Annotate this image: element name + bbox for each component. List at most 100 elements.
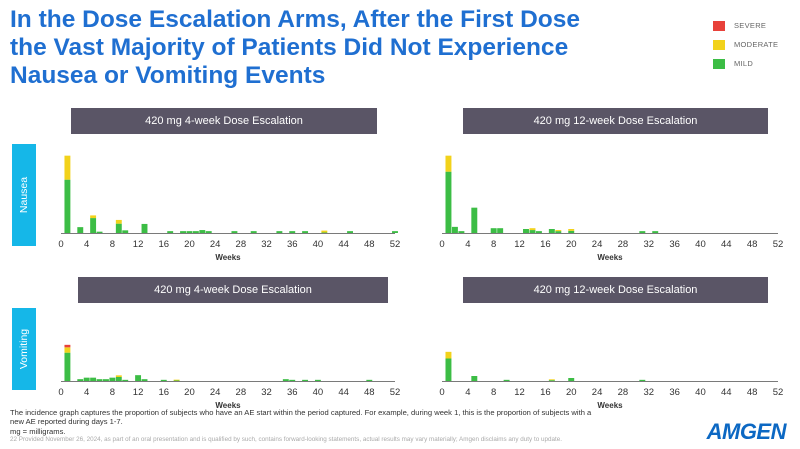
nausea_12wk-bar-week-33-mild [652,231,659,233]
vomiting_12wk-xtick-4: 4 [465,387,470,398]
row-label-vomiting: Vomiting [12,308,36,390]
panel-title-vomiting-12wk: 420 mg 12-week Dose Escalation [463,277,768,303]
nausea_12wk-bar-week-9-mild [497,228,504,233]
vomiting_4wk-xtick-0: 0 [58,387,63,398]
vomiting_4wk-bar-week-7-mild [103,379,109,381]
vomiting_12wk-xlabel: Weeks [597,401,623,410]
nausea_12wk-bar-week-17-mild [548,229,555,233]
nausea_12wk-xlabel: Weeks [597,253,623,262]
nausea_4wk-xtick-24: 24 [210,239,221,250]
footnote: The incidence graph captures the proport… [10,408,700,436]
nausea_4wk-bar-week-30-mild [250,231,257,233]
nausea_12wk-xtick-24: 24 [592,239,603,250]
vomiting_4wk-xtick-4: 4 [84,387,89,398]
nausea_12wk-bar-week-3-mild [458,231,465,233]
nausea_4wk-bar-week-41-moderate [321,230,328,233]
nausea_4wk-bar-week-10-mild [122,230,129,233]
nausea_12wk-bar-week-14-mild [529,230,536,233]
vomiting_12wk-bar-week-1-mild [445,358,452,381]
legend-swatch-severe [713,20,725,31]
nausea_4wk-xtick-36: 36 [287,239,298,250]
vomiting_4wk-bar-week-38-mild [302,379,309,381]
title-line-1: In the Dose Escalation Arms, After the F… [10,6,580,33]
nausea_4wk-xtick-40: 40 [313,239,324,250]
vomiting_4wk-xtick-8: 8 [110,387,115,398]
vomiting_4wk-bar-week-18-moderate [173,379,180,381]
vomiting_4wk-bar-week-1-moderate [64,347,71,353]
nausea_4wk-bar-week-27-mild [231,231,238,233]
vomiting_4wk-bar-week-9-moderate [115,375,122,377]
vomiting_12wk-xtick-24: 24 [592,387,603,398]
nausea_4wk-bar-week-5-mild [90,218,97,233]
nausea_4wk-bar-week-17-mild [167,231,174,233]
nausea_4wk-xtick-28: 28 [236,239,247,250]
vomiting_12wk-xtick-44: 44 [721,387,732,398]
vomiting_12wk-bar-week-10-mild [503,379,510,381]
nausea_4wk-xtick-52: 52 [390,239,401,250]
vomiting_4wk-xtick-40: 40 [313,387,324,398]
panel-title-vomiting-4wk: 420 mg 4-week Dose Escalation [78,277,388,303]
legend-item-severe: SEVERE [713,16,778,35]
nausea_4wk-bar-week-9-moderate [115,219,122,224]
nausea_4wk-xtick-32: 32 [261,239,272,250]
nausea_4wk-xtick-44: 44 [338,239,349,250]
footnote-line-1: The incidence graph captures the proport… [10,408,592,417]
nausea_4wk-xtick-4: 4 [84,239,89,250]
nausea_12wk-xtick-32: 32 [643,239,654,250]
disclaimer: 22 Provided November 26, 2024, as part o… [10,436,562,443]
legend-label-moderate: MODERATE [734,40,779,49]
nausea_4wk-bar-week-38-mild [302,231,309,233]
vomiting_4wk-bar-week-40-mild [314,379,321,381]
nausea_4wk-bar-week-21-mild [192,231,199,233]
legend-item-mild: MILD [713,54,778,73]
legend-item-moderate: MODERATE [713,35,778,54]
nausea_4wk-bar-week-6-mild [96,231,103,233]
vomiting_12wk-xtick-0: 0 [439,387,444,398]
slide-title: In the Dose Escalation Arms, After the F… [10,6,610,90]
vomiting_12wk-xtick-52: 52 [773,387,784,398]
nausea_4wk-bar-week-45-mild [347,231,353,233]
vomiting_4wk-bar-week-6-mild [96,379,103,381]
vomiting_4wk-bar-week-3-mild [77,379,84,381]
nausea_4wk-bar-week-52-mild [392,231,398,233]
vomiting_12wk-xtick-32: 32 [643,387,654,398]
nausea_4wk-bar-week-22-mild [199,230,206,233]
vomiting_4wk-bar-week-8-mild [109,377,116,381]
vomiting_4wk-bar-week-12-mild [135,375,142,381]
vomiting_12wk-xtick-40: 40 [695,387,706,398]
nausea_12wk-xtick-0: 0 [439,239,444,250]
vomiting_4wk-xtick-24: 24 [210,387,221,398]
nausea_12wk-xtick-52: 52 [773,239,784,250]
vomiting_4wk-xtick-48: 48 [364,387,375,398]
vomiting_4wk-bar-week-13-mild [141,379,148,381]
panel-title-nausea-12wk: 420 mg 12-week Dose Escalation [463,108,768,134]
vomiting_4wk-xtick-32: 32 [261,387,272,398]
vomiting_4wk-bar-week-48-mild [366,379,373,381]
vomiting_4wk-xtick-52: 52 [390,387,401,398]
nausea_4wk-bar-week-3-mild [77,227,84,233]
vomiting_4wk-xtick-28: 28 [236,387,247,398]
vomiting_4wk-bar-week-10-mild [122,379,129,381]
nausea_4wk-bar-week-1-moderate [64,155,71,180]
nausea_4wk-bar-week-41-mild [321,232,328,233]
nausea_12wk-bar-week-20-moderate [568,229,575,231]
nausea_12wk-xtick-36: 36 [669,239,680,250]
nausea_12wk-xtick-28: 28 [618,239,629,250]
title-line-3: Nausea or Vomiting Events [10,62,326,89]
nausea_12wk-bar-week-5-mild [471,207,478,233]
nausea_12wk-xtick-8: 8 [491,239,496,250]
footnote-line-2: new AE reported during days 1-7. [10,417,123,427]
nausea_4wk-xtick-0: 0 [58,239,63,250]
vomiting_4wk-bar-week-35-mild [282,379,289,381]
vomiting_12wk-bar-week-17-moderate [548,379,555,381]
nausea_12wk-bar-week-13-mild [523,229,529,233]
vomiting_4wk-xtick-36: 36 [287,387,298,398]
vomiting_4wk-bar-week-16-mild [160,379,167,381]
legend: SEVERE MODERATE MILD [713,16,778,73]
legend-swatch-moderate [713,39,725,50]
nausea_12wk-xtick-48: 48 [747,239,758,250]
footnote-line-3: mg = milligrams. [10,426,66,436]
vomiting_4wk-bar-week-1-severe [64,344,71,348]
vomiting_4wk-xtick-44: 44 [338,387,349,398]
